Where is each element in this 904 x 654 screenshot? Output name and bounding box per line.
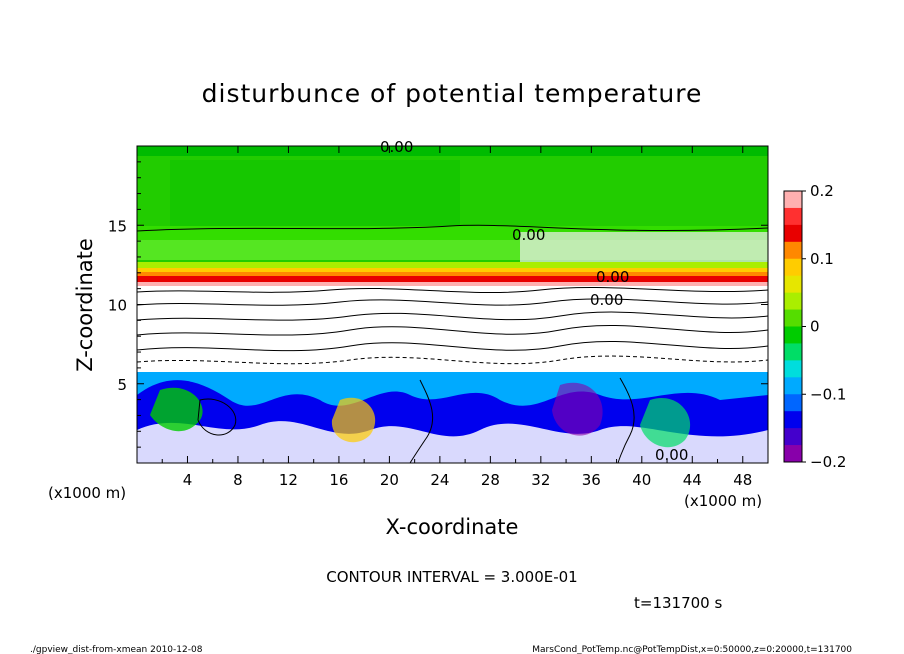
x-tick-label: 36: [582, 471, 601, 489]
x-axis-ticks: 4 8 12 16 20 24 28 32 36 40 44 48: [161, 146, 752, 489]
field-band-red: [137, 276, 768, 282]
colorbar-swatch: [784, 309, 802, 327]
chart-title: disturbunce of potential temperature: [202, 79, 703, 108]
heatmap-field: [137, 146, 768, 463]
colorbar-ticks: 0.2 0.1 0 −0.1 −0.2: [802, 182, 846, 471]
colorbar: [784, 191, 802, 463]
contour-labels: 0.00 0.00 0.00 0.00 0.00: [380, 138, 688, 464]
y-axis-ticks: 5 10 15: [108, 161, 768, 448]
x-tick-label: 24: [430, 471, 449, 489]
colorbar-swatch: [784, 428, 802, 446]
field-top-band: [137, 146, 768, 156]
x-tick-label: 4: [183, 471, 193, 489]
colorbar-swatch: [784, 258, 802, 277]
colorbar-swatch: [784, 377, 802, 395]
x-axis-label: X-coordinate: [386, 515, 519, 539]
field-eddy-4: [640, 398, 691, 448]
x-tick-label: 16: [329, 471, 348, 489]
contour-label: 0.00: [596, 268, 629, 286]
colorbar-swatch: [784, 224, 802, 243]
colorbar-swatch: [784, 241, 802, 260]
x-tick-label: 44: [683, 471, 702, 489]
footer-left: ./gpview_dist-from-xmean 2010-12-08: [30, 645, 203, 654]
y-tick-label: 5: [117, 376, 127, 394]
field-lower-white: [137, 421, 768, 463]
field-upper-patch: [170, 160, 460, 230]
colorbar-swatch: [784, 411, 802, 429]
y-tick-label: 10: [108, 297, 127, 315]
colorbar-swatch: [784, 326, 802, 344]
colorbar-tick-label: 0.2: [810, 182, 834, 200]
contour-label: 0.00: [380, 138, 413, 156]
x-tick-label: 40: [632, 471, 651, 489]
time-label: t=131700 s: [634, 594, 722, 612]
x-tick-label: 32: [531, 471, 550, 489]
field-eddy-1: [150, 387, 203, 432]
field-eddy-2: [331, 397, 376, 443]
colorbar-tick-label: −0.1: [810, 385, 846, 403]
colorbar-swatch: [784, 445, 802, 463]
contour-label: 0.00: [512, 226, 545, 244]
field-eddy-3: [552, 382, 603, 436]
field-band-yellowgreen: [137, 262, 768, 268]
field-disturbed-patch: [520, 232, 768, 262]
contour-lines: [137, 224, 768, 463]
colorbar-swatch: [784, 275, 802, 294]
x-tick-label: 12: [279, 471, 298, 489]
x-tick-label: 20: [380, 471, 399, 489]
field-band-yellow: [137, 268, 768, 272]
colorbar-swatch: [784, 394, 802, 412]
field-band-pink: [137, 282, 768, 286]
colorbar-swatch: [784, 207, 802, 226]
contour-interval-text: CONTOUR INTERVAL = 3.000E-01: [326, 568, 577, 586]
contour-label: 0.00: [655, 446, 688, 464]
y-tick-label: 15: [108, 217, 127, 235]
colorbar-swatch: [784, 343, 802, 361]
colorbar-swatch: [784, 191, 802, 209]
field-neutral-layer: [137, 286, 768, 372]
colorbar-tick-label: 0.1: [810, 250, 834, 268]
footer-right: MarsCond_PotTemp.nc@PotTempDist,x=0:5000…: [532, 645, 852, 654]
x-tick-label: 28: [481, 471, 500, 489]
x-tick-label: 48: [733, 471, 752, 489]
x-unit-label-left: (x1000 m): [48, 484, 126, 502]
colorbar-tick-label: 0: [810, 318, 820, 336]
field-band-orange: [137, 272, 768, 276]
colorbar-swatch: [784, 360, 802, 378]
y-axis-label: Z-coordinate: [73, 238, 97, 372]
x-unit-label: (x1000 m): [684, 492, 762, 510]
colorbar-tick-label: −0.2: [810, 453, 846, 471]
colorbar-swatch: [784, 292, 802, 311]
contour-label: 0.00: [590, 291, 623, 309]
x-tick-label: 8: [233, 471, 243, 489]
